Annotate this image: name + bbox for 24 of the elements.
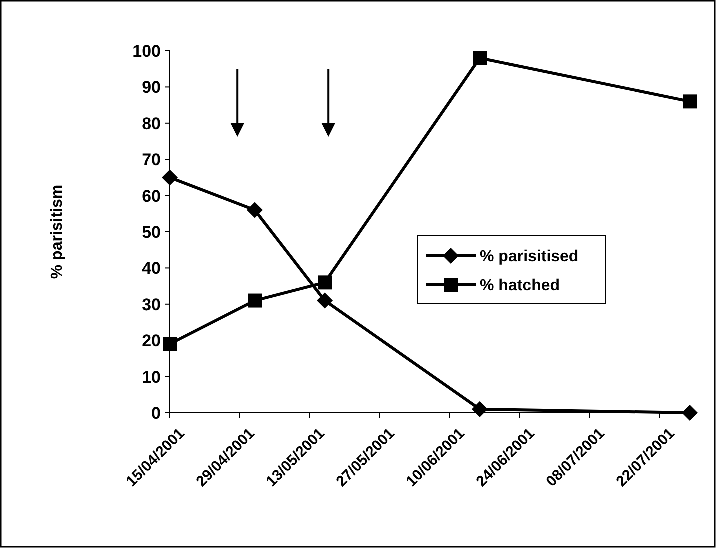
legend-label: % parisitised	[480, 248, 579, 266]
y-tick-label: 60	[142, 186, 161, 206]
y-axis-title: % parisitism	[49, 184, 66, 280]
legend-label: % hatched	[480, 278, 560, 295]
y-tick-label: 80	[142, 114, 161, 134]
point	[683, 94, 697, 109]
point	[162, 170, 178, 186]
y-tick-label: 70	[142, 150, 161, 170]
y-tick-label: 20	[142, 332, 161, 351]
point	[473, 51, 487, 66]
point	[163, 337, 177, 352]
point	[318, 276, 332, 290]
y-tick-label: 0	[152, 404, 161, 423]
y-tick-label: 50	[142, 222, 161, 242]
y-tick-label: 40	[142, 259, 161, 278]
point	[248, 294, 262, 308]
point	[472, 401, 488, 418]
y-tick-label: 30	[142, 295, 161, 314]
y-tick-label: 100	[132, 42, 161, 61]
y-tick-label: 10	[142, 368, 161, 387]
point	[317, 292, 333, 309]
point	[682, 405, 698, 421]
point	[247, 202, 263, 218]
y-tick-label: 90	[142, 78, 161, 98]
